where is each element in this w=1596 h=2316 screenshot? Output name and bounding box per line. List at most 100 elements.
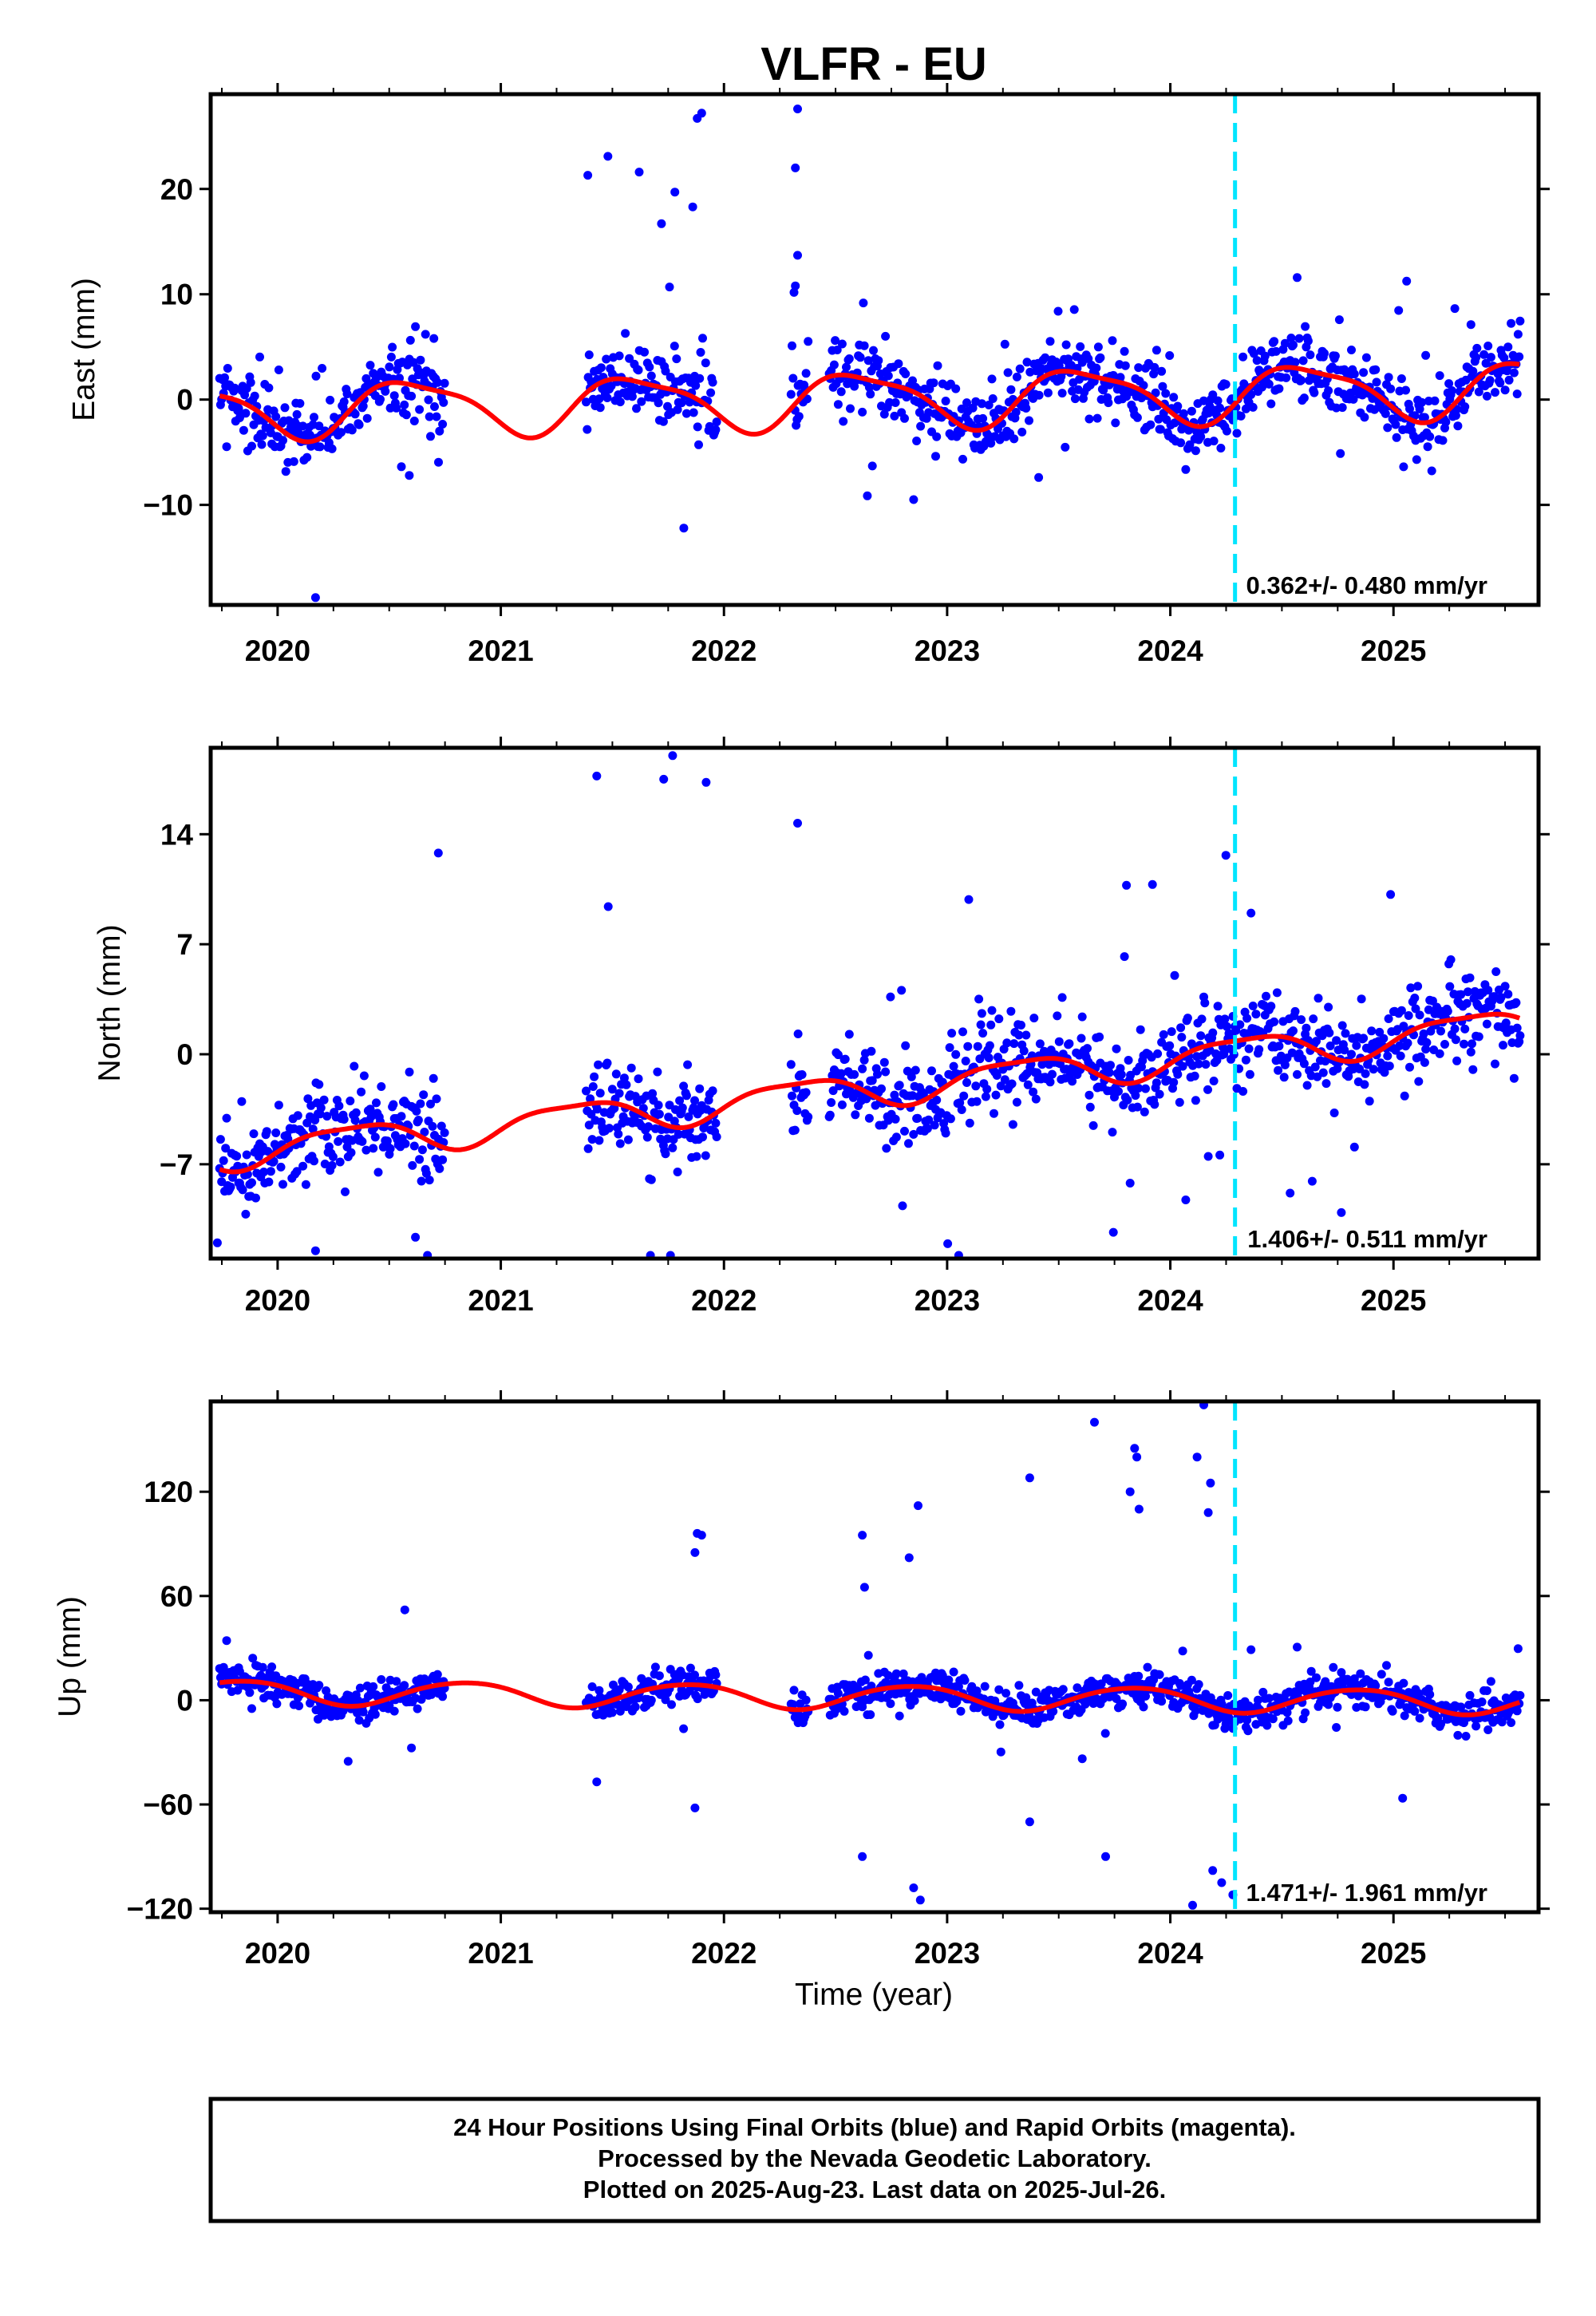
data-point: [909, 1129, 918, 1139]
data-point: [1220, 1014, 1230, 1024]
data-point: [434, 457, 443, 467]
data-point: [891, 398, 900, 407]
data-point: [1509, 368, 1519, 377]
data-point: [346, 1097, 355, 1105]
data-point: [376, 394, 385, 404]
data-point: [1481, 358, 1491, 368]
data-point: [335, 1157, 345, 1167]
data-point: [1244, 1044, 1254, 1053]
data-point: [1512, 1023, 1522, 1033]
data-point: [1483, 342, 1493, 350]
data-point: [859, 1055, 869, 1065]
data-point: [357, 1087, 366, 1097]
data-point: [1248, 1002, 1258, 1010]
data-point: [615, 397, 625, 407]
data-point: [1318, 1068, 1328, 1077]
data-point: [258, 431, 267, 441]
data-point: [1293, 273, 1302, 283]
data-point: [409, 1141, 419, 1151]
data-point: [891, 1669, 901, 1678]
data-point: [416, 1099, 425, 1109]
data-point: [956, 1706, 966, 1716]
data-point: [668, 1143, 678, 1152]
data-point: [1356, 1669, 1365, 1678]
data-point: [1187, 1675, 1196, 1685]
data-point: [634, 1074, 643, 1084]
data-point: [602, 1058, 612, 1068]
data-point: [658, 417, 668, 426]
x-tick-label: 2020: [245, 1937, 310, 1970]
outlier-point: [915, 1895, 925, 1905]
data-point: [654, 1671, 664, 1681]
data-point: [1423, 442, 1432, 452]
data-point: [1450, 304, 1460, 314]
plot-frame: [208, 745, 1541, 1261]
data-point: [1394, 306, 1404, 315]
data-point: [961, 1057, 970, 1065]
data-point: [294, 1701, 304, 1710]
data-point: [314, 1080, 324, 1089]
data-point: [890, 411, 899, 421]
data-point: [413, 1704, 422, 1713]
data-point: [1213, 396, 1223, 405]
data-point: [640, 347, 649, 357]
data-point: [435, 426, 444, 436]
data-point: [1213, 1002, 1223, 1011]
data-point: [985, 1041, 994, 1050]
data-point: [695, 1084, 705, 1093]
data-point: [1215, 403, 1225, 413]
data-point: [1405, 1062, 1414, 1072]
data-point: [1386, 384, 1396, 393]
data-point: [984, 1053, 994, 1062]
outlier-point: [1192, 1452, 1202, 1462]
data-point: [370, 1132, 380, 1142]
data-point: [1165, 1041, 1175, 1050]
data-point: [960, 1676, 970, 1685]
rate-label: 1.406+/- 0.511 mm/yr: [1247, 1225, 1487, 1253]
data-point: [1452, 1056, 1462, 1065]
data-point: [827, 1098, 836, 1107]
data-point: [334, 1136, 343, 1146]
data-point: [350, 1116, 360, 1125]
data-point: [1191, 1706, 1200, 1715]
data-point: [381, 386, 390, 396]
data-point: [1453, 1730, 1463, 1740]
data-point: [833, 1050, 843, 1060]
data-point: [1450, 1024, 1460, 1034]
data-point: [377, 1675, 386, 1684]
data-point: [1499, 1041, 1507, 1050]
data-point: [1399, 462, 1408, 472]
data-point: [1507, 1718, 1516, 1727]
data-point: [241, 1209, 251, 1219]
data-point: [311, 371, 321, 381]
outlier-point: [1132, 1452, 1142, 1462]
data-point: [1165, 351, 1175, 360]
data-point: [1324, 1700, 1333, 1709]
data-point: [1468, 366, 1478, 376]
data-point: [1349, 1142, 1359, 1152]
outlier-point: [904, 1553, 914, 1563]
data-point: [1381, 409, 1390, 418]
data-point: [992, 1071, 1001, 1080]
outlier-point: [1203, 1152, 1213, 1161]
data-point: [1392, 433, 1401, 442]
data-point: [1139, 1702, 1148, 1712]
data-point: [438, 420, 448, 429]
outlier-point: [690, 1803, 700, 1812]
data-point: [1106, 1061, 1115, 1070]
data-point: [269, 1156, 279, 1166]
data-point: [1361, 353, 1371, 362]
data-point: [255, 352, 264, 362]
data-point: [607, 1085, 617, 1094]
data-point: [583, 425, 592, 434]
data-point: [1329, 1662, 1338, 1672]
data-point: [1134, 363, 1144, 373]
y-axis-label: North (mm): [93, 924, 127, 1081]
data-point: [793, 1030, 803, 1038]
data-point: [1282, 373, 1291, 382]
data-point: [1246, 1645, 1256, 1654]
data-point: [711, 1118, 721, 1128]
data-point: [1436, 1719, 1445, 1729]
data-point: [839, 417, 848, 426]
data-point: [1379, 1034, 1389, 1043]
